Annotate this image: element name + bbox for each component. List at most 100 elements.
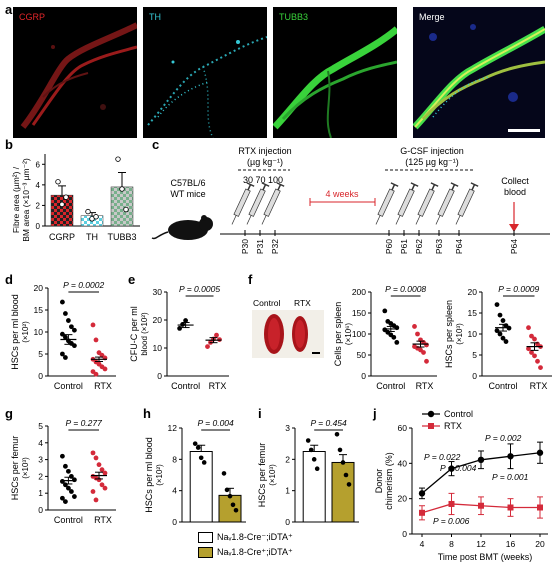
b-ytick-label: 0 [36, 222, 41, 231]
data-point [63, 311, 68, 316]
data-point [60, 453, 65, 459]
ytick-label: 3 [285, 423, 290, 433]
p-value: P = 0.001 [492, 472, 529, 482]
data-point [503, 339, 509, 344]
p-value: P = 0.004 [197, 418, 234, 428]
ylabel: Donor [374, 469, 384, 494]
data-point [90, 322, 96, 328]
data-point [346, 482, 352, 487]
syringe-barrel [233, 188, 251, 217]
panel-label-e: e [128, 272, 136, 287]
point-rtx [419, 509, 425, 516]
panel-label-a: a [5, 2, 13, 17]
data-point [526, 325, 531, 331]
chart-h: HSCs per ml blood (×10²) 0 4 8 12 P = 0.004 [144, 418, 246, 527]
syringe-plunger-cap [276, 182, 285, 187]
syringe-plunger [471, 184, 476, 191]
data-point [394, 340, 400, 345]
b-ytick-label: 6 [36, 160, 41, 169]
data-point [72, 343, 77, 349]
syringe-needle [375, 215, 381, 225]
b-bar-cgrp [50, 194, 74, 227]
ytick-label: 0 [402, 529, 407, 539]
syringe-barrel [377, 188, 395, 217]
syringe-barrel [457, 188, 475, 217]
panel-label-d: d [5, 272, 13, 287]
b-point [55, 179, 61, 185]
rtx-doses: 30 70 100 [243, 175, 283, 185]
syringe-icon [231, 182, 255, 225]
data-point [72, 494, 77, 499]
micrograph-th: TH [143, 7, 267, 138]
syringe-plunger-cap [390, 182, 399, 187]
xtick-label: RTX [94, 381, 112, 391]
data-point [497, 331, 503, 337]
xtick-label: 16 [506, 539, 516, 549]
data-point [63, 499, 68, 504]
syringe-needle [455, 215, 461, 225]
ytick-label: 0 [38, 505, 43, 515]
syringe-icon [415, 182, 439, 225]
data-point [311, 457, 317, 462]
data-point [93, 337, 99, 343]
syringe-needle [435, 215, 441, 225]
ytick-label: 15 [468, 308, 478, 318]
ytick-label: 5 [38, 349, 43, 359]
data-point [500, 335, 506, 341]
syringe-plunger [391, 184, 396, 191]
data-point [494, 302, 500, 307]
p-value: P = 0.277 [66, 418, 103, 428]
data-point [192, 441, 198, 446]
p-value: P = 0.0002 [63, 280, 104, 290]
b-bar-tubb3 [110, 186, 134, 227]
data-point [99, 482, 105, 488]
data-point [69, 489, 74, 494]
spleen-photo [252, 310, 324, 358]
data-point [90, 489, 96, 494]
syringe-barrel [417, 188, 435, 217]
ytick-label: 0 [38, 371, 43, 381]
point-control [418, 490, 426, 497]
ytick-label: 1 [285, 486, 290, 496]
p-value: P = 0.002 [485, 433, 522, 443]
ytick-label: 0 [157, 371, 162, 381]
micrograph-tubb3: TUBB3 [273, 7, 397, 138]
panel-label-f: f [248, 272, 253, 287]
b-point [115, 156, 121, 162]
panel-label-b: b [5, 137, 13, 152]
chart-f-cells: Cells per spleen (×10⁶) 0 50 100 150 200 P = 0.… [333, 284, 437, 391]
bar [302, 451, 326, 523]
panel-label-j: j [373, 406, 377, 421]
data-point [69, 324, 74, 330]
data-point [93, 455, 99, 461]
data-point [63, 355, 68, 360]
day-label: P64 [509, 239, 519, 254]
chart-e: CFU-C per ml blood (×10²) 0 10 20 30 P = 0.000… [129, 284, 229, 391]
day-label: P63 [434, 239, 444, 254]
panel-label-i: i [258, 406, 262, 421]
ytick-label: 8 [172, 454, 177, 464]
data-point [99, 467, 105, 473]
xtick-label: RTX [209, 381, 227, 391]
ytick-label: 10 [153, 343, 163, 353]
ytick-label: 3 [38, 455, 43, 465]
ytick-label: 5 [472, 350, 477, 360]
data-point [177, 326, 182, 331]
syringe-plunger [277, 184, 282, 191]
ytick-label: 2 [285, 454, 290, 464]
point-control [448, 465, 455, 472]
syringe-icon [261, 182, 285, 225]
data-point [93, 371, 99, 377]
data-point [415, 331, 420, 337]
syringe-barrel [263, 188, 281, 217]
day-label: P32 [270, 239, 280, 254]
point-control [477, 456, 485, 463]
data-point [532, 336, 537, 342]
point-rtx [507, 504, 514, 511]
chart-i: HSCs per femur (×10³) 0 1 2 3 P = 0.454 [257, 418, 359, 527]
ytick-label: 60 [398, 423, 408, 433]
bar [218, 494, 242, 523]
data-point [529, 350, 534, 355]
ytick-label: 5 [38, 421, 43, 431]
